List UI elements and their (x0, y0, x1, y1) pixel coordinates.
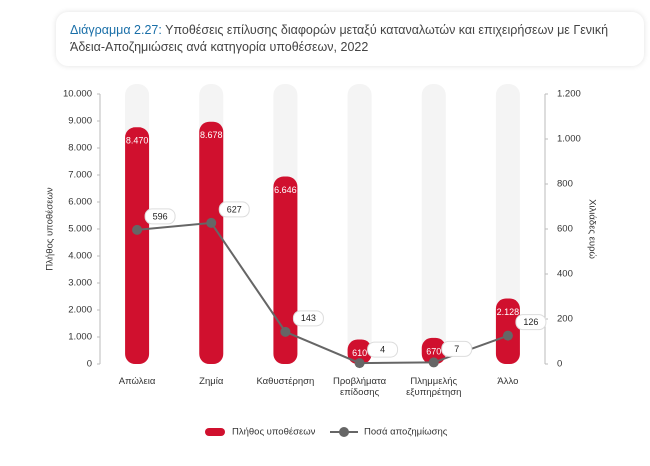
y-tick-label: 1.000 (68, 332, 92, 343)
line-value-text: 126 (523, 317, 538, 327)
line-value-label: 143 (292, 310, 324, 327)
line-marker (502, 330, 513, 341)
legend-label: Πλήθος υποθέσεων (232, 427, 316, 438)
line-value-label: 627 (218, 201, 250, 218)
y-tick-label: 0 (87, 359, 92, 370)
bar-value-label: 8.678 (200, 130, 223, 140)
line-marker (428, 357, 439, 368)
line-value-label: 596 (144, 208, 176, 225)
y-axis-title: Πλήθος υποθέσεων (45, 187, 56, 271)
line-value-text: 627 (227, 204, 242, 214)
y2-tick-label: 200 (557, 314, 573, 325)
line-value-text: 596 (153, 211, 168, 221)
y-tick-label: 3.000 (68, 278, 92, 289)
bar-value-label: 610 (352, 348, 367, 358)
x-tick-label: Άλλο (497, 376, 519, 387)
y-tick-label: 5.000 (68, 224, 92, 235)
line-marker (354, 358, 365, 369)
label-box (292, 310, 324, 327)
legend-swatch (339, 427, 349, 437)
y2-tick-label: 1.000 (557, 134, 581, 145)
y-tick-label: 6.000 (68, 197, 92, 208)
label-box (218, 201, 250, 218)
y2-tick-label: 800 (557, 179, 573, 190)
y2-tick-label: 1.200 (557, 89, 581, 100)
line-marker (280, 326, 291, 337)
chart-title: Υποθέσεις επίλυσης διαφορών μεταξύ καταν… (70, 23, 609, 54)
y2-tick-label: 400 (557, 269, 573, 280)
y-tick-label: 7.000 (68, 170, 92, 181)
label-box (441, 340, 473, 357)
y2-tick-label: 600 (557, 224, 573, 235)
x-tick-label: Απώλεια (118, 376, 156, 387)
bar-background (347, 84, 372, 364)
line (136, 221, 509, 365)
y2-tick-label: 0 (557, 359, 562, 370)
line-value-label: 7 (441, 340, 473, 357)
bar (347, 339, 372, 364)
bar-value-label: 8.470 (126, 136, 149, 146)
bar (125, 127, 150, 364)
title-lead: Διάγραμμα 2.27: (70, 23, 162, 37)
y-tick-label: 9.000 (68, 116, 92, 127)
y-tick-label: 4.000 (68, 251, 92, 262)
legend-swatch (205, 428, 225, 436)
line-value-text: 4 (380, 344, 385, 354)
y-tick-label: 8.000 (68, 143, 92, 154)
y-tick-label: 10.000 (63, 89, 92, 100)
x-tick-label: Προβλήματα επίδοσης (333, 376, 387, 398)
label-box (144, 208, 176, 225)
bar (421, 337, 446, 364)
bar-value-label: 6.646 (274, 185, 297, 195)
x-tick-label: Ζημία (199, 376, 224, 387)
line-marker (206, 217, 217, 228)
legend-label: Ποσά αποζημίωσης (364, 427, 448, 438)
line-value-label: 4 (367, 341, 399, 358)
x-tick-label: Πλημμελής εξυπηρέτηση (406, 376, 462, 398)
y2-axis-title: Χιλιάδες ευρώ (586, 199, 597, 259)
line-value-text: 143 (301, 313, 316, 323)
bar (273, 176, 298, 364)
bar (199, 121, 224, 364)
y-tick-label: 2.000 (68, 305, 92, 316)
bar-background (495, 84, 520, 364)
line-marker (132, 224, 143, 235)
title-box: Διάγραμμα 2.27: Υποθέσεις επίλυσης διαφο… (56, 12, 644, 66)
label-box (515, 314, 547, 331)
bar-value-label: 670 (426, 346, 441, 356)
line-value-text: 7 (454, 344, 459, 354)
x-tick-label: Καθυστέρηση (256, 376, 315, 387)
line-value-label: 126 (515, 314, 547, 331)
label-box (367, 341, 399, 358)
bar-background (421, 84, 446, 364)
bar-value-label: 2.128 (497, 307, 520, 317)
